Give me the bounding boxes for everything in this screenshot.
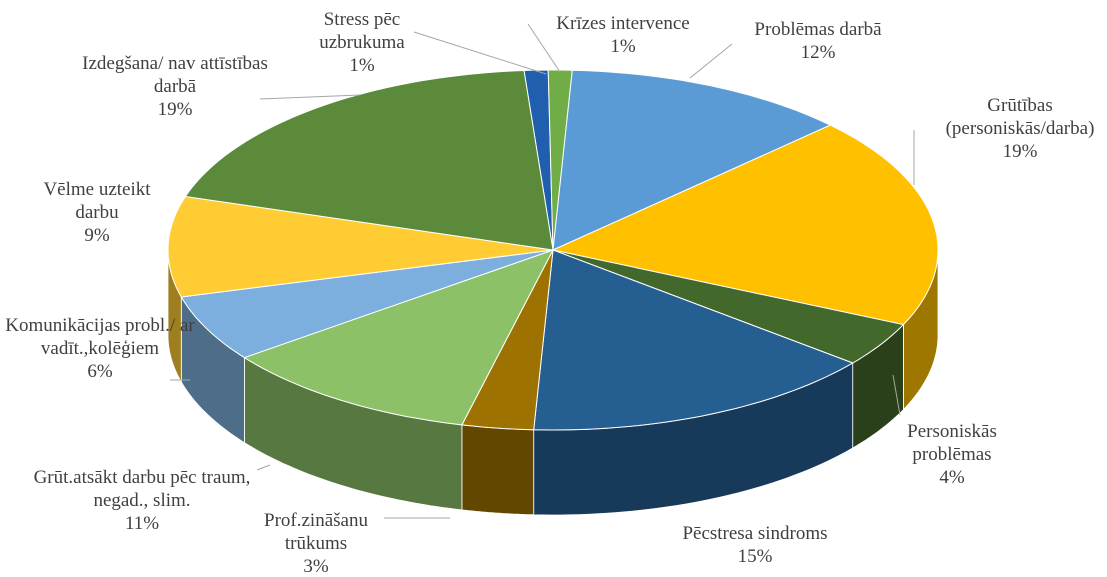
value-label: 4% [939,467,965,488]
slice [533,249,854,431]
category-label: Stress pēc uzbrukuma [319,9,405,53]
value-label: 15% [737,546,773,567]
value-label: 19% [157,99,193,120]
data-label: Personiskās problēmas 4% [892,420,1012,489]
slice [551,124,939,326]
value-label: 3% [303,556,329,577]
category-label: Personiskās problēmas [907,421,997,465]
slice [552,249,905,364]
data-label: Grūtības (personiskās/darba) 19% [920,94,1107,163]
data-label: Stress pēc uzbrukuma 1% [307,8,417,77]
category-label: Grūt.atsākt darbu pēc traum, negad., sli… [33,467,251,511]
category-label: Komunikācijas probl./ ar vadīt.,kolēģiem [5,315,195,359]
leader-line [256,464,271,471]
leader-line [892,374,901,416]
data-label: Problēmas darbā 12% [728,18,908,64]
slice [243,249,555,426]
slice-side [461,424,535,516]
leader-line [689,43,733,79]
data-label: Izdegšana/ nav attīstības darbā 19% [70,52,280,121]
slice [461,249,554,431]
data-label: Vēlme uzteikt darbu 9% [27,178,167,247]
value-label: 1% [349,55,375,76]
slice [184,69,554,251]
category-label: Problēmas darbā [754,19,882,40]
data-label: Pēcstresa sindroms 15% [640,522,870,568]
category-label: Krīzes intervence [556,13,690,34]
value-label: 6% [87,361,113,382]
leader-line [527,23,561,73]
leader-line [259,94,361,100]
category-label: Vēlme uzteikt darbu [43,179,151,223]
category-label: Grūtības (personiskās/darba) [945,95,1095,139]
slice [167,195,554,298]
value-label: 19% [1002,141,1038,162]
leader-line [413,31,547,75]
value-label: 1% [610,36,636,57]
value-label: 9% [84,225,110,246]
category-label: Pēcstresa sindroms [682,523,828,544]
data-label: Prof.zināšanu trūkums 3% [241,509,391,577]
category-label: Izdegšana/ nav attīstības darbā [82,53,268,97]
slice [552,69,832,251]
category-label: Prof.zināšanu trūkums [264,510,368,554]
data-label: Krīzes intervence 1% [523,12,723,58]
data-label: Grūt.atsākt darbu pēc traum, negad., sli… [12,466,272,535]
value-label: 11% [124,513,160,534]
slice [180,249,554,359]
data-label: Komunikācijas probl./ ar vadīt.,kolēģiem… [0,314,200,383]
value-label: 12% [800,42,836,63]
